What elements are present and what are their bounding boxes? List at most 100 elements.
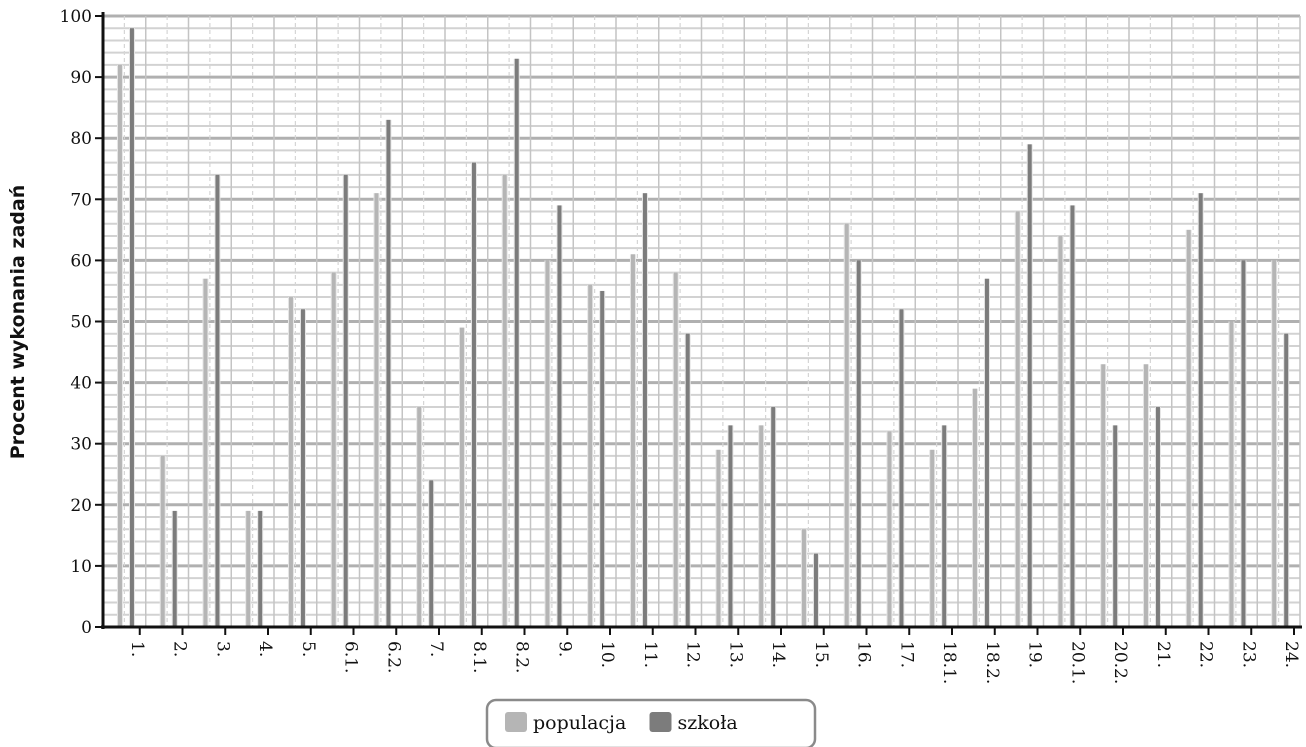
y-tick-label: 50 — [70, 313, 92, 333]
bar-populacja — [1272, 260, 1277, 627]
bar-szkoła — [172, 510, 177, 627]
grid — [102, 14, 1301, 627]
bar-szkoła — [1027, 144, 1032, 627]
bar-szkoła — [300, 309, 305, 627]
y-tick-label: 40 — [70, 374, 92, 394]
y-tick-label: 80 — [70, 129, 92, 149]
x-tick-label: 10. — [597, 641, 617, 668]
bar-populacja — [203, 278, 208, 627]
y-tick-label: 20 — [70, 496, 92, 516]
bar-szkoła — [471, 162, 476, 627]
bar-szkoła — [984, 278, 989, 627]
x-tick-label: 9. — [554, 641, 574, 657]
bar-populacja — [1186, 229, 1191, 627]
x-tick-label: 5. — [298, 641, 318, 657]
bar-populacja — [759, 425, 764, 627]
bar-populacja — [630, 254, 635, 628]
bar-populacja — [246, 510, 251, 627]
x-tick-label: 6.1. — [341, 641, 361, 673]
bar-szkoła — [642, 193, 647, 627]
bar-populacja — [930, 449, 935, 627]
bar-populacja — [160, 455, 165, 627]
bar-szkoła — [343, 174, 348, 628]
bar-populacja — [1101, 364, 1106, 627]
x-tick-label: 18.2. — [982, 641, 1002, 684]
x-tick-label: 13. — [725, 641, 745, 668]
x-tick-label: 17. — [896, 641, 916, 668]
x-tick-label: 3. — [212, 641, 232, 657]
bar-szkoła — [258, 510, 263, 627]
bar-populacja — [844, 223, 849, 628]
y-tick-label: 90 — [70, 68, 92, 88]
x-tick-label: 8.1. — [469, 641, 489, 673]
bar-szkoła — [514, 58, 519, 627]
x-tick-labels: 1. 2. 3. 4. 5. 6.1. 6.2. 7. 8.1. 8.2. 9. 10. 11. 12. 1… — [127, 641, 1301, 684]
bar-szkoła — [728, 425, 733, 627]
bar-populacja — [374, 193, 379, 627]
bar-populacja — [887, 431, 892, 627]
bar-populacja — [716, 449, 721, 627]
bar-szkoła — [1155, 407, 1160, 627]
bar-szkoła — [557, 205, 562, 627]
legend-label-szkoła: szkoła — [678, 712, 738, 734]
bar-szkoła — [1113, 425, 1118, 627]
x-tick-label: 8.2. — [512, 641, 532, 673]
bar-populacja — [972, 388, 977, 627]
legend-swatch-szkoła — [649, 712, 672, 732]
bar-szkoła — [685, 333, 690, 627]
y-tick-label: 70 — [70, 190, 92, 210]
bar-populacja — [1015, 211, 1020, 627]
y-tick-label: 30 — [70, 435, 92, 455]
bar-populacja — [502, 174, 507, 628]
x-tick-label: 16. — [854, 641, 874, 668]
y-axis-title: Procent wykonania zadań — [7, 185, 29, 460]
bar-populacja — [673, 272, 678, 627]
bar-szkoła — [429, 480, 434, 627]
axes — [95, 12, 1302, 635]
x-tick-label: 20.1. — [1067, 641, 1087, 684]
bar-populacja — [417, 407, 422, 627]
x-tick-label: 18.1. — [939, 641, 959, 684]
y-tick-label: 100 — [60, 7, 92, 27]
bar-szkoła — [1070, 205, 1075, 627]
x-tick-label: 20.2. — [1110, 641, 1130, 684]
legend: populacja szkoła — [485, 698, 817, 747]
bar-szkoła — [1284, 333, 1289, 627]
bar-populacja — [545, 260, 550, 627]
x-tick-label: 4. — [255, 641, 275, 657]
x-tick-label: 22. — [1196, 641, 1216, 668]
x-tick-label: 21. — [1153, 641, 1173, 668]
bar-szkoła — [1241, 260, 1246, 627]
legend-label-populacja: populacja — [533, 712, 626, 734]
y-tick-label: 10 — [70, 557, 92, 577]
bar-szkoła — [942, 425, 947, 627]
bars — [116, 28, 1290, 628]
bar-populacja — [331, 272, 336, 627]
bar-szkoła — [386, 119, 391, 628]
x-tick-label: 12. — [683, 641, 703, 668]
bar-populacja — [117, 64, 122, 627]
bar-szkoła — [899, 309, 904, 627]
bar-populacja — [801, 529, 806, 627]
bar-populacja — [288, 297, 293, 627]
x-tick-label: 24. — [1281, 641, 1301, 668]
bar-populacja — [459, 327, 464, 627]
x-tick-label: 11. — [640, 641, 660, 668]
x-tick-label: 19. — [1025, 641, 1045, 668]
y-tick-labels: 0 10 20 30 40 50 60 70 80 90 100 — [60, 7, 92, 638]
y-tick-label: 0 — [81, 618, 92, 638]
bar-szkoła — [129, 28, 134, 628]
x-tick-label: 14. — [768, 641, 788, 668]
x-tick-label: 6.2. — [383, 641, 403, 673]
bar-populacja — [1058, 235, 1063, 627]
x-tick-label: 15. — [811, 641, 831, 668]
bar-szkoła — [215, 174, 220, 628]
y-tick-label: 60 — [70, 251, 92, 271]
bar-szkoła — [1198, 193, 1203, 627]
bar-szkoła — [813, 553, 818, 627]
bar-populacja — [1229, 321, 1234, 627]
legend-swatch-populacja — [505, 712, 527, 732]
x-tick-label: 1. — [127, 641, 147, 657]
